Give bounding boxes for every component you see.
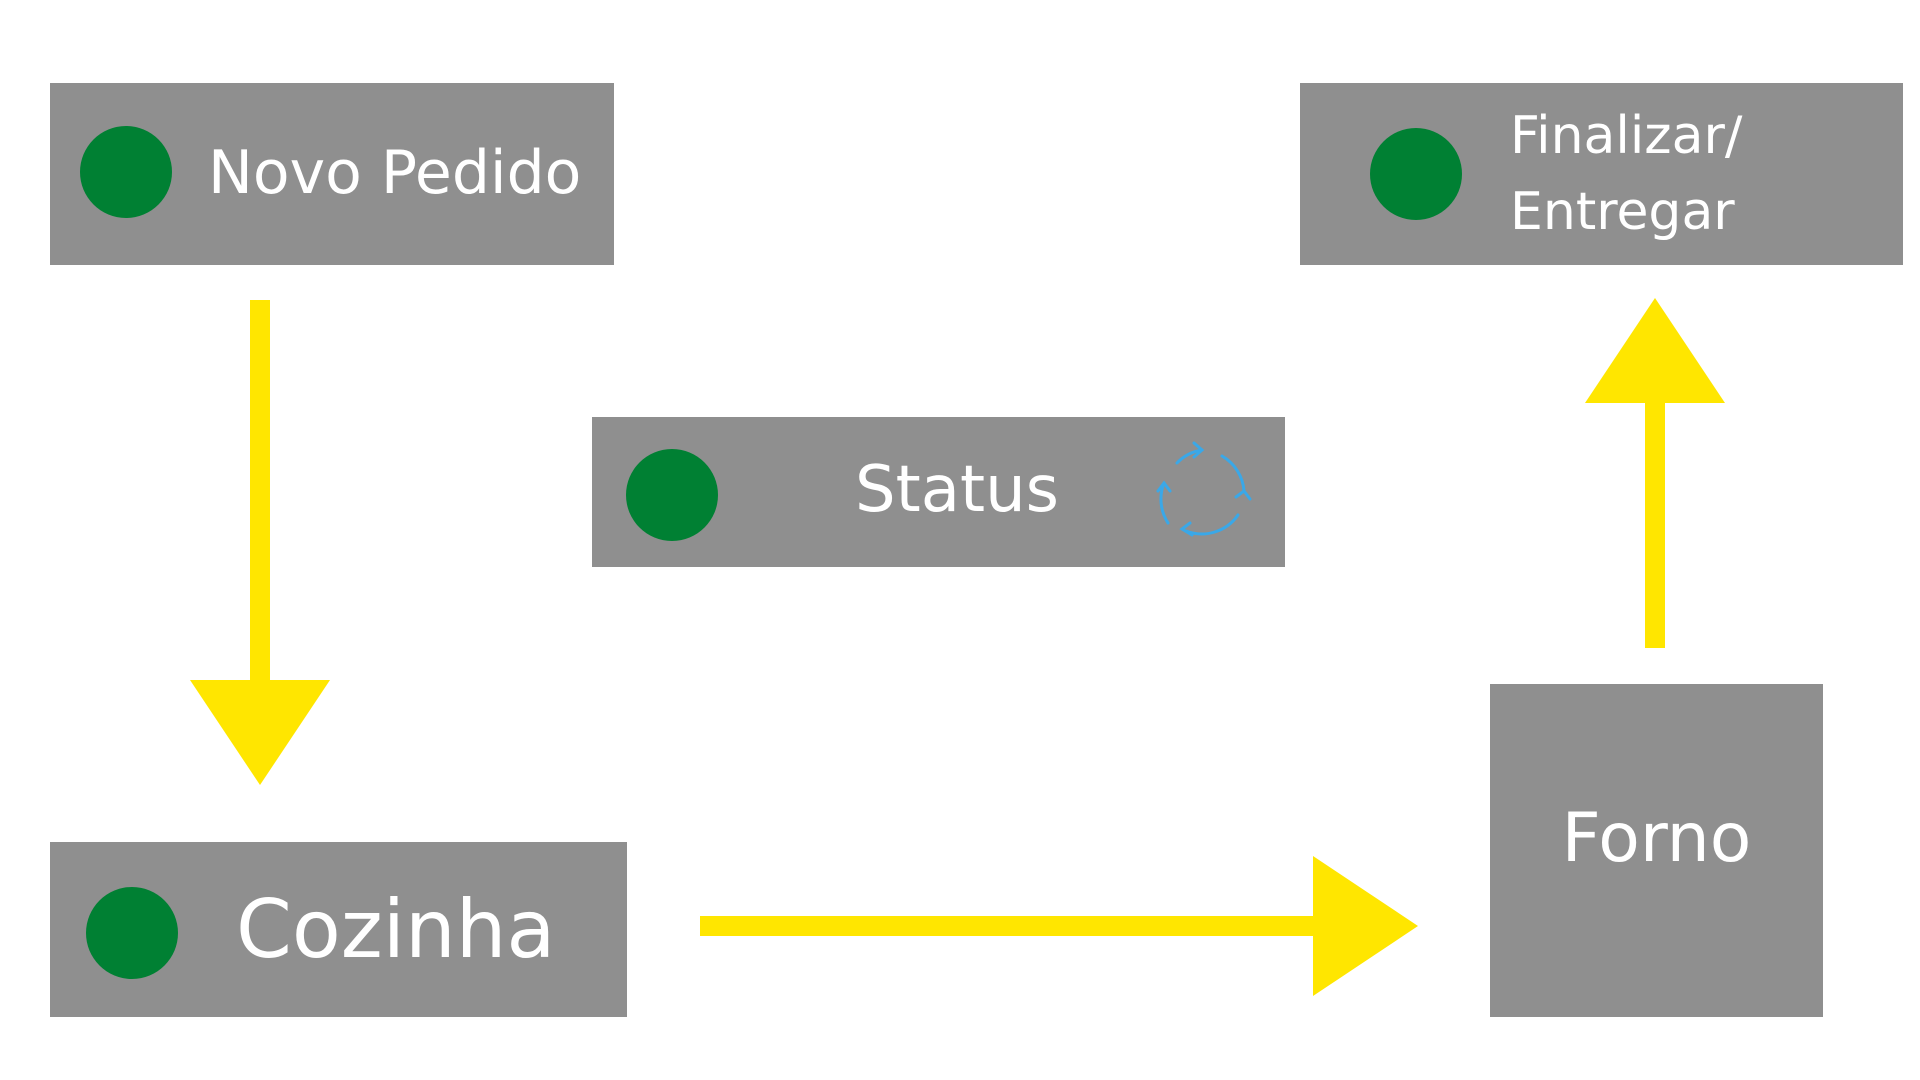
node-cozinha[interactable]: Cozinha [50, 842, 627, 1017]
status-dot [86, 887, 178, 979]
status-dot [626, 449, 718, 541]
arrow-forno-to-finalizar [1585, 298, 1725, 648]
status-dot [80, 126, 172, 218]
status-dot [1370, 128, 1462, 220]
node-status[interactable]: Status [592, 417, 1285, 567]
node-label: Cozinha [236, 883, 556, 976]
node-label-line2: Entregar [1510, 182, 1735, 242]
node-novo-pedido[interactable]: Novo Pedido [50, 83, 614, 265]
refresh-icon[interactable] [1144, 431, 1264, 551]
node-finalizar-entregar[interactable]: Finalizar/ Entregar [1300, 83, 1903, 265]
node-label: Novo Pedido [208, 138, 582, 208]
node-label: Status [855, 453, 1059, 527]
node-label-line1: Finalizar/ [1510, 106, 1743, 166]
arrow-cozinha-to-forno [700, 856, 1418, 996]
node-forno[interactable]: Forno [1490, 684, 1823, 1017]
node-label: Forno [1561, 799, 1752, 878]
arrow-novo-pedido-to-cozinha [190, 300, 330, 785]
